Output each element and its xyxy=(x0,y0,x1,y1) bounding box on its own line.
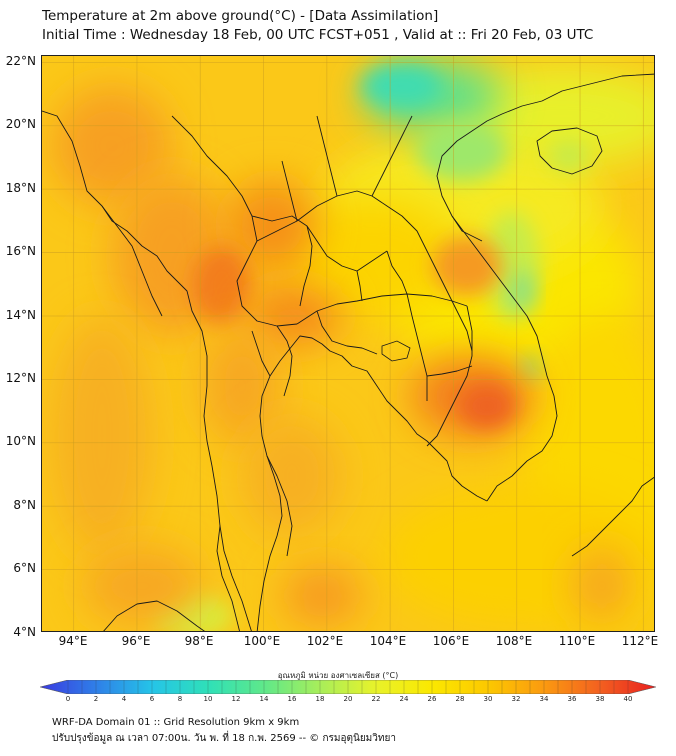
gridlines xyxy=(42,56,654,631)
lon-label: 108°E xyxy=(495,634,533,648)
lat-label: 8°N xyxy=(13,498,36,512)
lon-label: 98°E xyxy=(184,634,214,648)
temperature-map xyxy=(41,55,655,632)
lon-label: 112°E xyxy=(621,634,659,648)
lat-label: 20°N xyxy=(5,117,36,131)
colorbar-tick-label: 4 xyxy=(121,695,127,703)
colorbar-tick-label: 12 xyxy=(231,695,241,703)
colorbar-tick-label: 32 xyxy=(511,695,521,703)
footer-domain-info: WRF-DA Domain 01 :: Grid Resolution 9km … xyxy=(52,717,300,728)
footer-update-info: ปรับปรุงข้อมูล ณ เวลา 07:00น. วัน พ. ที่… xyxy=(52,733,396,744)
colorbar-tick-label: 6 xyxy=(149,695,155,703)
lat-label: 14°N xyxy=(5,308,36,322)
lon-label: 110°E xyxy=(558,634,596,648)
colorbar-tick-label: 20 xyxy=(343,695,353,703)
colorbar-tick-label: 8 xyxy=(177,695,183,703)
lon-label: 96°E xyxy=(121,634,151,648)
colorbar-title: อุณหภูมิ หน่วย องศาเซลเซียส (°C) xyxy=(277,671,399,680)
colorbar-tick-label: 16 xyxy=(287,695,297,703)
colorbar-tick-label: 22 xyxy=(371,695,381,703)
lon-label: 100°E xyxy=(243,634,281,648)
lat-label: 6°N xyxy=(13,561,36,575)
colorbar-tick-label: 34 xyxy=(539,695,549,703)
colorbar-tick-label: 0 xyxy=(65,695,71,703)
colorbar-tick-label: 24 xyxy=(399,695,409,703)
temperature-field xyxy=(52,61,654,631)
colorbar-tick-label: 30 xyxy=(483,695,493,703)
lat-label: 10°N xyxy=(5,434,36,448)
lat-label: 18°N xyxy=(5,181,36,195)
colorbar-tick-label: 14 xyxy=(259,695,269,703)
map-title: Temperature at 2m above ground(°C) - [Da… xyxy=(42,8,439,24)
colorbar-tick-label: 36 xyxy=(567,695,577,703)
coastlines-borders xyxy=(42,73,654,631)
lat-label: 12°N xyxy=(5,371,36,385)
colorbar-tick-label: 2 xyxy=(93,695,99,703)
lat-label: 22°N xyxy=(5,54,36,68)
colorbar-tick-label: 28 xyxy=(455,695,465,703)
colorbar-tick-label: 40 xyxy=(623,695,633,703)
colorbar-tick-label: 18 xyxy=(315,695,325,703)
lon-label: 104°E xyxy=(369,634,407,648)
temperature-colorbar xyxy=(40,680,656,694)
lake-tonle-sap xyxy=(381,340,411,362)
lon-label: 106°E xyxy=(432,634,470,648)
map-subtitle: Initial Time : Wednesday 18 Feb, 00 UTC … xyxy=(42,27,594,43)
colorbar-tick-label: 10 xyxy=(203,695,213,703)
colorbar-tick-label: 38 xyxy=(595,695,605,703)
lat-label: 4°N xyxy=(13,625,36,639)
lat-label: 16°N xyxy=(5,244,36,258)
lon-label: 94°E xyxy=(58,634,88,648)
colorbar-tick-label: 26 xyxy=(427,695,437,703)
lon-label: 102°E xyxy=(306,634,344,648)
